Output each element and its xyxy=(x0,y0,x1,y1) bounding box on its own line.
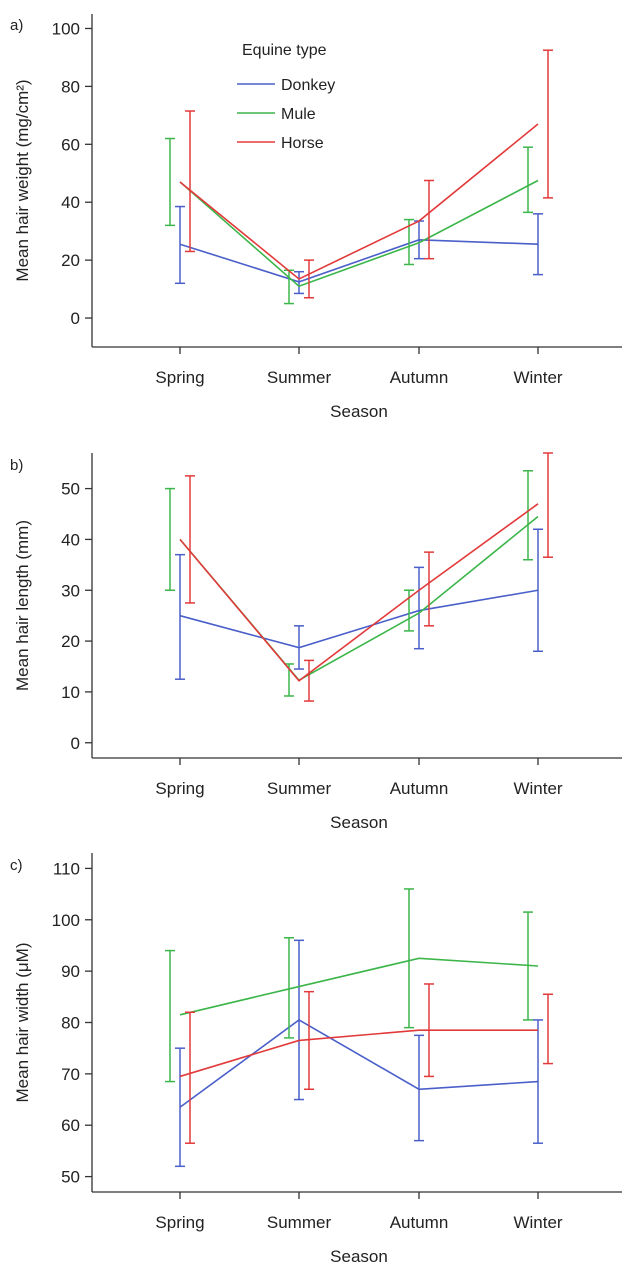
x-axis-title: Season xyxy=(330,813,388,832)
donkey-series-line xyxy=(179,589,539,649)
mule-error-bar xyxy=(165,137,175,227)
horse-error-bar xyxy=(543,452,553,558)
y-tick-label: 20 xyxy=(61,632,80,651)
horse-error-bar xyxy=(304,259,314,299)
horse-error-bar xyxy=(424,179,434,260)
y-tick-label: 60 xyxy=(61,135,80,154)
x-tick-label: Spring xyxy=(155,1213,204,1232)
donkey-legend-label: Donkey xyxy=(281,77,335,94)
y-tick-label: 100 xyxy=(52,911,80,930)
horse-error-bar xyxy=(185,1011,195,1144)
horse-error-bar xyxy=(185,110,195,253)
x-tick-label: Spring xyxy=(155,368,204,387)
y-tick-label: 80 xyxy=(61,77,80,96)
panel-label: a) xyxy=(10,17,23,34)
mule-error-bar xyxy=(404,218,414,266)
mule-error-bar xyxy=(523,470,533,561)
y-tick-label: 20 xyxy=(61,251,80,270)
donkey-series-line xyxy=(179,239,539,283)
y-tick-label: 0 xyxy=(71,309,80,328)
y-tick-label: 50 xyxy=(61,1168,80,1187)
horse-error-bar xyxy=(543,49,553,199)
horse-error-bar xyxy=(424,551,434,627)
mule-error-bar xyxy=(165,949,175,1083)
horse-error-bar xyxy=(543,993,553,1065)
donkey-error-bar xyxy=(414,1034,424,1142)
x-tick-label: Autumn xyxy=(390,779,449,798)
y-tick-label: 110 xyxy=(53,859,80,878)
horse-error-bar xyxy=(304,659,314,702)
x-tick-label: Summer xyxy=(267,368,332,387)
mule-error-bar xyxy=(404,888,414,1029)
panel-label: b) xyxy=(10,457,23,474)
x-tick-label: Spring xyxy=(155,779,204,798)
mule-error-bar xyxy=(284,937,294,1039)
y-tick-label: 10 xyxy=(61,683,80,702)
horse-series-line xyxy=(179,1029,538,1078)
y-tick-label: 40 xyxy=(61,193,80,212)
mule-error-bar xyxy=(404,589,414,632)
legend-title: Equine type xyxy=(242,42,327,59)
x-tick-label: Winter xyxy=(513,779,562,798)
y-tick-label: 90 xyxy=(61,962,80,981)
x-tick-label: Winter xyxy=(513,1213,562,1232)
x-tick-label: Winter xyxy=(513,368,562,387)
mule-legend-label: Mule xyxy=(281,106,316,123)
legend: Equine type Donkey Mule Horse xyxy=(237,42,335,152)
mule-series-line xyxy=(179,515,539,682)
horse-error-bar xyxy=(304,990,314,1091)
chart-panel-b: b) 0 10 20 30 40 50 Spring Summer Autumn Winter Sea… xyxy=(10,452,622,832)
donkey-series-line xyxy=(179,1018,539,1108)
x-axis-title: Season xyxy=(330,402,388,421)
horse-series-line xyxy=(179,503,539,682)
chart-panel-a: a) 0 20 40 60 80 100 Spring Summer Autumn Winter Se… xyxy=(10,14,622,421)
horse-legend-label: Horse xyxy=(281,135,324,152)
y-tick-label: 80 xyxy=(61,1014,80,1033)
y-tick-label: 100 xyxy=(52,19,80,38)
y-axis-title: Mean hair weight (mg/cm²) xyxy=(13,79,32,281)
x-tick-label: Summer xyxy=(267,779,332,798)
donkey-error-bar xyxy=(175,553,185,680)
y-tick-label: 50 xyxy=(61,480,80,499)
mule-series-line xyxy=(179,179,539,288)
mule-series-line xyxy=(179,957,539,1016)
y-tick-label: 40 xyxy=(61,530,80,549)
y-tick-label: 70 xyxy=(61,1065,80,1084)
mule-error-bar xyxy=(165,487,175,591)
horse-error-bar xyxy=(185,475,195,604)
y-tick-label: 60 xyxy=(61,1116,80,1135)
x-tick-label: Autumn xyxy=(390,368,449,387)
x-tick-label: Summer xyxy=(267,1213,332,1232)
horse-series-line xyxy=(179,123,539,280)
x-tick-label: Autumn xyxy=(390,1213,449,1232)
donkey-error-bar xyxy=(414,566,424,650)
y-tick-label: 0 xyxy=(71,734,80,753)
x-axis-title: Season xyxy=(330,1247,388,1266)
panel-label: c) xyxy=(10,857,23,874)
mule-error-bar xyxy=(523,146,533,214)
y-axis-title: Mean hair width (μM) xyxy=(13,942,32,1102)
y-axis-title: Mean hair length (mm) xyxy=(13,520,32,691)
y-tick-label: 30 xyxy=(61,581,80,600)
chart-panel-c: c) 50 60 70 80 90 100 110 Spring Summer Autumn Wint… xyxy=(10,853,622,1266)
